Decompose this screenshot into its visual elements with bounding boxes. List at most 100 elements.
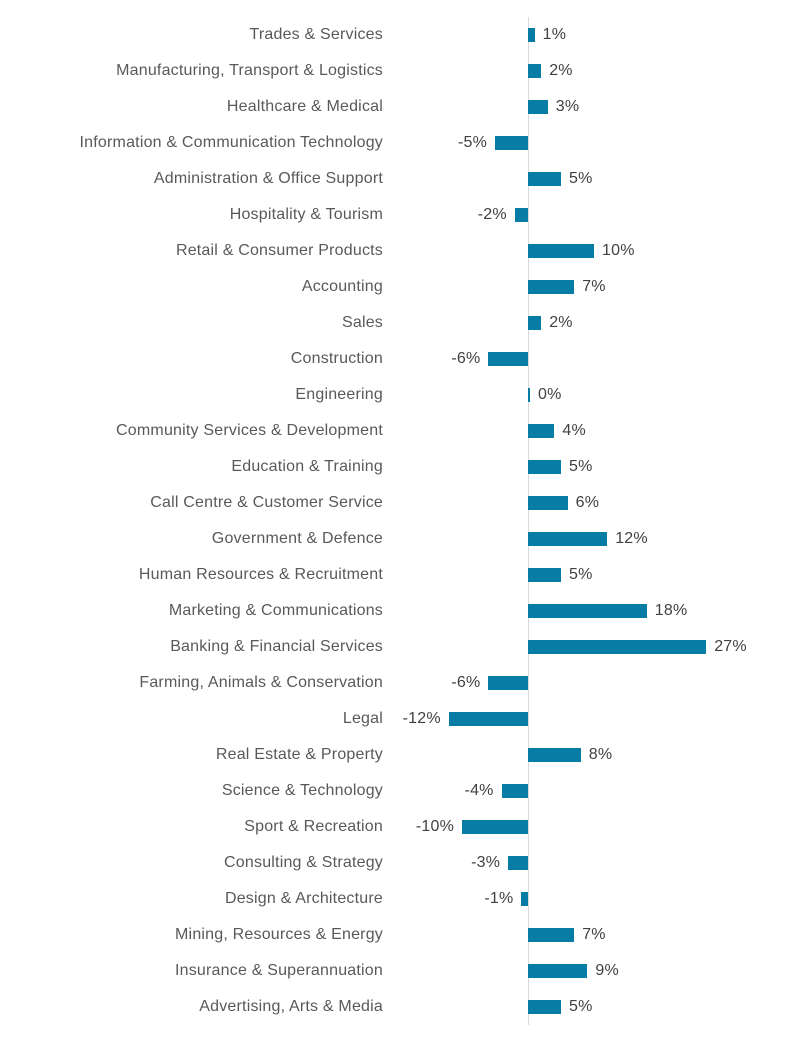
bar bbox=[528, 388, 530, 402]
category-label: Science & Technology bbox=[221, 782, 383, 799]
chart-row: Construction -6% bbox=[0, 341, 787, 377]
chart-row: Manufacturing, Transport & Logistics 2% bbox=[0, 53, 787, 89]
chart-row: Community Services & Development 4% bbox=[0, 413, 787, 449]
chart-row: Information & Communication Technology -… bbox=[0, 125, 787, 161]
chart-row: Call Centre & Customer Service 6% bbox=[0, 485, 787, 521]
chart-row: Mining, Resources & Energy 7% bbox=[0, 917, 787, 953]
bar bbox=[528, 460, 561, 474]
category-label: Accounting bbox=[301, 278, 383, 295]
chart-row: Accounting 7% bbox=[0, 269, 787, 305]
value-label: 8% bbox=[588, 746, 613, 763]
value-label: 1% bbox=[542, 26, 567, 43]
bar bbox=[528, 568, 561, 582]
category-label: Real Estate & Property bbox=[215, 746, 383, 763]
category-label: Consulting & Strategy bbox=[224, 854, 383, 871]
chart-row: Insurance & Superannuation 9% bbox=[0, 953, 787, 989]
category-label: Information & Communication Technology bbox=[79, 134, 383, 151]
value-label: 6% bbox=[575, 494, 600, 511]
value-label: 4% bbox=[562, 422, 586, 439]
category-label: Trades & Services bbox=[249, 26, 383, 43]
value-label: 5% bbox=[569, 458, 593, 475]
category-label: Manufacturing, Transport & Logistics bbox=[116, 62, 383, 79]
category-label: Government & Defence bbox=[211, 530, 383, 547]
value-label: 0% bbox=[538, 386, 562, 403]
chart-row: Human Resources & Recruitment 5% bbox=[0, 557, 787, 593]
chart-row: Science & Technology -4% bbox=[0, 773, 787, 809]
value-label: 5% bbox=[569, 170, 593, 187]
bar bbox=[528, 172, 561, 186]
bar bbox=[528, 280, 575, 294]
chart-row: Banking & Financial Services 27% bbox=[0, 629, 787, 665]
bar bbox=[488, 352, 528, 366]
category-label: Sport & Recreation bbox=[244, 818, 383, 835]
chart-rows: Trades & Services 1% Manufacturing, Tran… bbox=[0, 17, 787, 1025]
bar bbox=[528, 928, 575, 942]
category-label: Healthcare & Medical bbox=[226, 98, 383, 115]
chart-row: Sport & Recreation -10% bbox=[0, 809, 787, 845]
value-label: 12% bbox=[615, 530, 648, 547]
category-label: Sales bbox=[341, 314, 383, 331]
chart-row: Government & Defence 12% bbox=[0, 521, 787, 557]
bar bbox=[508, 856, 528, 870]
value-label: 27% bbox=[714, 638, 747, 655]
category-label: Mining, Resources & Energy bbox=[175, 926, 383, 943]
bar bbox=[514, 208, 528, 222]
bar bbox=[488, 676, 528, 690]
value-label: -3% bbox=[471, 854, 501, 871]
bar bbox=[528, 244, 594, 258]
value-label: -4% bbox=[464, 782, 494, 799]
value-label: -6% bbox=[451, 350, 481, 367]
chart-row: Design & Architecture -1% bbox=[0, 881, 787, 917]
category-label: Community Services & Development bbox=[116, 422, 383, 439]
category-label: Call Centre & Customer Service bbox=[150, 494, 383, 511]
chart-row: Advertising, Arts & Media 5% bbox=[0, 989, 787, 1025]
value-label: 18% bbox=[654, 602, 688, 619]
bar bbox=[528, 1000, 561, 1014]
category-label: Advertising, Arts & Media bbox=[199, 998, 383, 1015]
chart-row: Consulting & Strategy -3% bbox=[0, 845, 787, 881]
value-label: -6% bbox=[451, 674, 481, 691]
value-label: 7% bbox=[582, 278, 606, 295]
chart-row: Engineering 0% bbox=[0, 377, 787, 413]
chart-row: Trades & Services 1% bbox=[0, 17, 787, 53]
chart-row: Real Estate & Property 8% bbox=[0, 737, 787, 773]
value-label: 2% bbox=[549, 314, 573, 331]
category-label: Banking & Financial Services bbox=[170, 638, 383, 655]
chart-row: Retail & Consumer Products 10% bbox=[0, 233, 787, 269]
bar bbox=[528, 316, 542, 330]
bar bbox=[528, 748, 581, 762]
bar bbox=[501, 784, 528, 798]
category-label: Construction bbox=[290, 350, 383, 367]
category-label: Administration & Office Support bbox=[153, 170, 383, 187]
chart-row: Marketing & Communications 18% bbox=[0, 593, 787, 629]
bar bbox=[528, 64, 542, 78]
chart-row: Farming, Animals & Conservation -6% bbox=[0, 665, 787, 701]
value-label: -10% bbox=[415, 818, 454, 835]
value-label: 5% bbox=[569, 998, 593, 1015]
bar bbox=[528, 28, 535, 42]
value-label: 7% bbox=[582, 926, 606, 943]
value-label: -1% bbox=[484, 890, 514, 907]
chart-row: Healthcare & Medical 3% bbox=[0, 89, 787, 125]
bar bbox=[448, 712, 528, 726]
bar bbox=[528, 964, 588, 978]
category-label: Farming, Animals & Conservation bbox=[139, 674, 383, 691]
category-label: Insurance & Superannuation bbox=[174, 962, 383, 979]
category-label: Human Resources & Recruitment bbox=[138, 566, 383, 583]
chart-row: Sales 2% bbox=[0, 305, 787, 341]
axis-line bbox=[528, 17, 529, 1025]
bar bbox=[528, 496, 568, 510]
chart-row: Hospitality & Tourism -2% bbox=[0, 197, 787, 233]
bar bbox=[528, 532, 608, 546]
chart-row: Education & Training 5% bbox=[0, 449, 787, 485]
bar bbox=[528, 424, 555, 438]
value-label: 5% bbox=[569, 566, 593, 583]
value-label: -2% bbox=[477, 206, 507, 223]
value-label: 9% bbox=[595, 962, 619, 979]
bar bbox=[462, 820, 528, 834]
chart-row: Administration & Office Support 5% bbox=[0, 161, 787, 197]
bar bbox=[528, 100, 548, 114]
category-label: Education & Training bbox=[231, 458, 383, 475]
bar bbox=[521, 892, 528, 906]
